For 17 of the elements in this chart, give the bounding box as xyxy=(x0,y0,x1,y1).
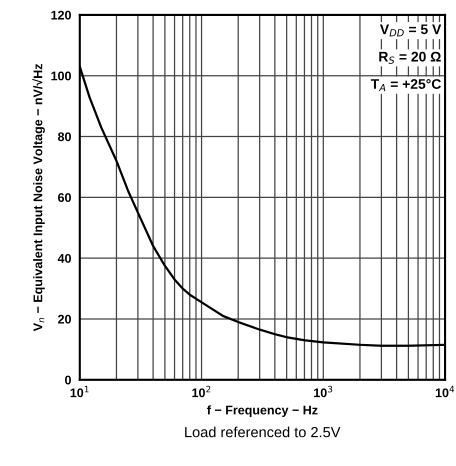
x-tick-label: 10$^{3}$ xyxy=(314,386,332,398)
y-tick-label: 120 xyxy=(51,10,71,20)
x-tick-label: 10$^{2}$ xyxy=(192,386,210,398)
text: Load referenced to 2.5V xyxy=(185,426,340,438)
y-axis-title: V$_{n}$ − Equivalent Input Noise Voltage − nV/√Hz xyxy=(32,64,45,332)
annotation: T$_{A}$ = +25°C xyxy=(370,79,441,92)
annotation: V$_{DD}$ = 5 V xyxy=(380,24,442,36)
x-tick-label: 10$^{4}$ xyxy=(436,386,454,398)
annotation: R$_{S}$ = 20 Ω xyxy=(379,52,441,64)
y-tick-label: 60 xyxy=(58,193,71,202)
y-tick-label: 20 xyxy=(58,314,71,324)
x-axis-title: f − Frequency − Hz xyxy=(207,405,318,417)
y-tick-label: 0 xyxy=(65,376,71,384)
y-tick-label: 80 xyxy=(58,132,71,142)
y-tick-label: 100 xyxy=(51,72,71,80)
x-tick-label: 10$^{1}$ xyxy=(70,386,89,398)
y-tick-label: 40 xyxy=(58,254,71,263)
